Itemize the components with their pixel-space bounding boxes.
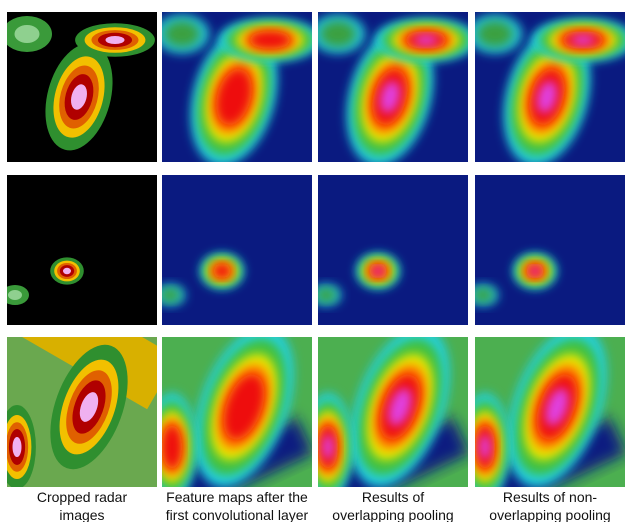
image-tile — [155, 12, 322, 175]
tile-content — [304, 314, 470, 517]
image-tile — [311, 12, 478, 175]
tile-content — [461, 314, 627, 517]
image-tile — [155, 175, 312, 325]
feature-activation — [373, 267, 383, 275]
tile-content — [1, 175, 157, 325]
tile-content — [155, 12, 322, 175]
caption: Cropped radar — [37, 489, 128, 505]
feature-activation — [571, 35, 595, 45]
feature-activation — [316, 288, 336, 302]
caption: Results of — [362, 489, 424, 505]
feature-activation — [473, 288, 493, 302]
tile-content — [148, 314, 314, 517]
tile-content — [468, 12, 627, 175]
tile-content — [468, 175, 625, 325]
feature-activation — [213, 264, 231, 278]
feature-activation — [165, 21, 200, 46]
caption: overlapping pooling — [489, 507, 610, 522]
radar-echo — [15, 25, 40, 43]
feature-activation — [479, 434, 491, 460]
feature-activation — [162, 425, 182, 469]
background — [318, 175, 468, 325]
image-tile — [461, 314, 627, 517]
feature-activation — [478, 21, 513, 46]
feature-activation — [321, 21, 356, 46]
radar-echo — [13, 437, 22, 457]
background — [475, 175, 625, 325]
feature-activation — [530, 267, 540, 275]
feature-activation — [249, 31, 291, 49]
figure: Cropped radar images Feature maps after th… — [0, 0, 627, 522]
feature-activation — [160, 288, 180, 302]
image-tile — [311, 175, 468, 325]
tile-content — [311, 175, 468, 325]
image-tile — [148, 314, 314, 517]
tile-content — [155, 175, 312, 325]
radar-echo — [106, 36, 125, 44]
caption: Feature maps after the — [166, 489, 308, 505]
feature-activation — [322, 434, 334, 460]
caption: overlapping pooling — [332, 507, 453, 522]
radar-echo — [8, 290, 22, 300]
background — [162, 175, 312, 325]
tile-content — [2, 12, 157, 162]
image-tile — [1, 175, 157, 325]
caption: images — [59, 507, 104, 522]
caption: first convolutional layer — [166, 507, 309, 522]
image-tile — [468, 175, 625, 325]
image-tile — [2, 12, 157, 162]
feature-activation — [414, 35, 438, 45]
tile-content — [311, 12, 478, 175]
caption: Results of non- — [503, 489, 597, 505]
image-tile — [304, 314, 470, 517]
background — [7, 175, 157, 325]
image-tile — [468, 12, 627, 175]
radar-echo — [63, 268, 71, 275]
